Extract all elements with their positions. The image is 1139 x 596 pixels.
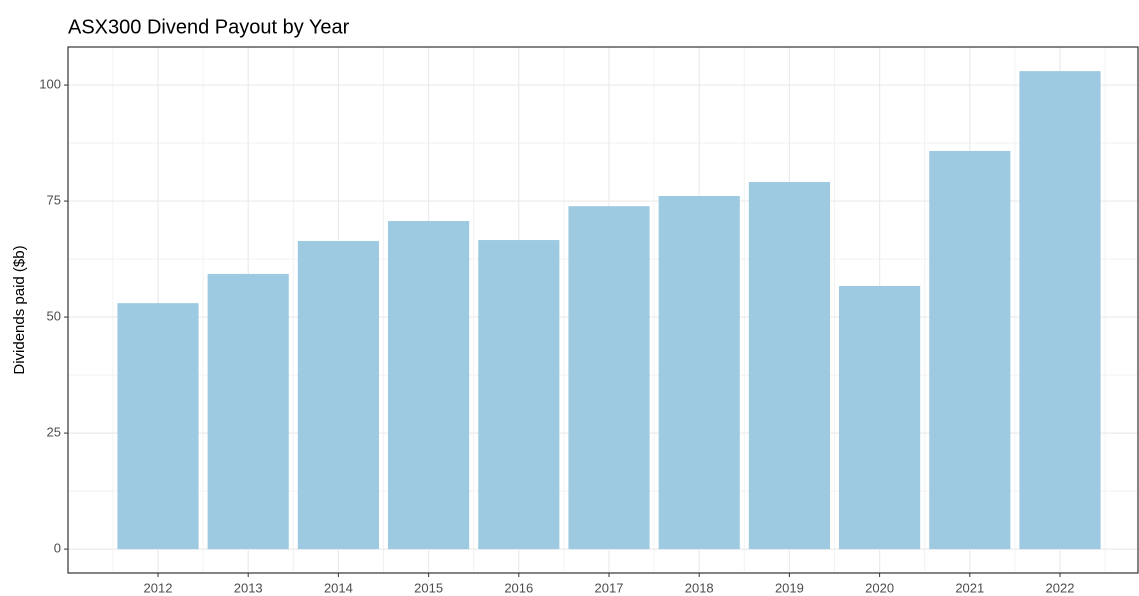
chart-title: ASX300 Divend Payout by Year (68, 16, 350, 38)
y-tick-label: 100 (39, 76, 61, 91)
y-axis-title: Dividends paid ($b) (11, 245, 28, 374)
bar (929, 150, 1011, 550)
bar (839, 285, 921, 550)
bar (1019, 71, 1101, 550)
bar (658, 195, 740, 550)
bar (478, 240, 560, 550)
x-tick-label: 2020 (865, 580, 894, 595)
x-tick-label: 2017 (595, 580, 624, 595)
x-tick-label: 2022 (1046, 580, 1075, 595)
bar (207, 273, 289, 550)
bar (568, 206, 650, 550)
x-tick-label: 2019 (775, 580, 804, 595)
x-tick-label: 2014 (324, 580, 353, 595)
panel-border (67, 46, 1139, 574)
x-tick-label: 2012 (144, 580, 173, 595)
y-tick-label: 75 (47, 193, 61, 208)
x-tick-label: 2016 (504, 580, 533, 595)
bar (748, 182, 830, 550)
y-tick-label: 25 (47, 425, 61, 440)
bar (388, 221, 470, 550)
y-tick-label: 50 (47, 309, 61, 324)
bar (117, 303, 199, 550)
bars (117, 71, 1101, 550)
y-tick-label: 0 (54, 541, 61, 556)
axes: 0 25 50 75 100 2012 2013 2014 2015 2016 2017 2018 20… (39, 46, 1139, 595)
x-tick-label: 2018 (685, 580, 714, 595)
x-tick-label: 2021 (955, 580, 984, 595)
bar (297, 240, 379, 550)
x-tick-label: 2013 (234, 580, 263, 595)
x-tick-label: 2015 (414, 580, 443, 595)
